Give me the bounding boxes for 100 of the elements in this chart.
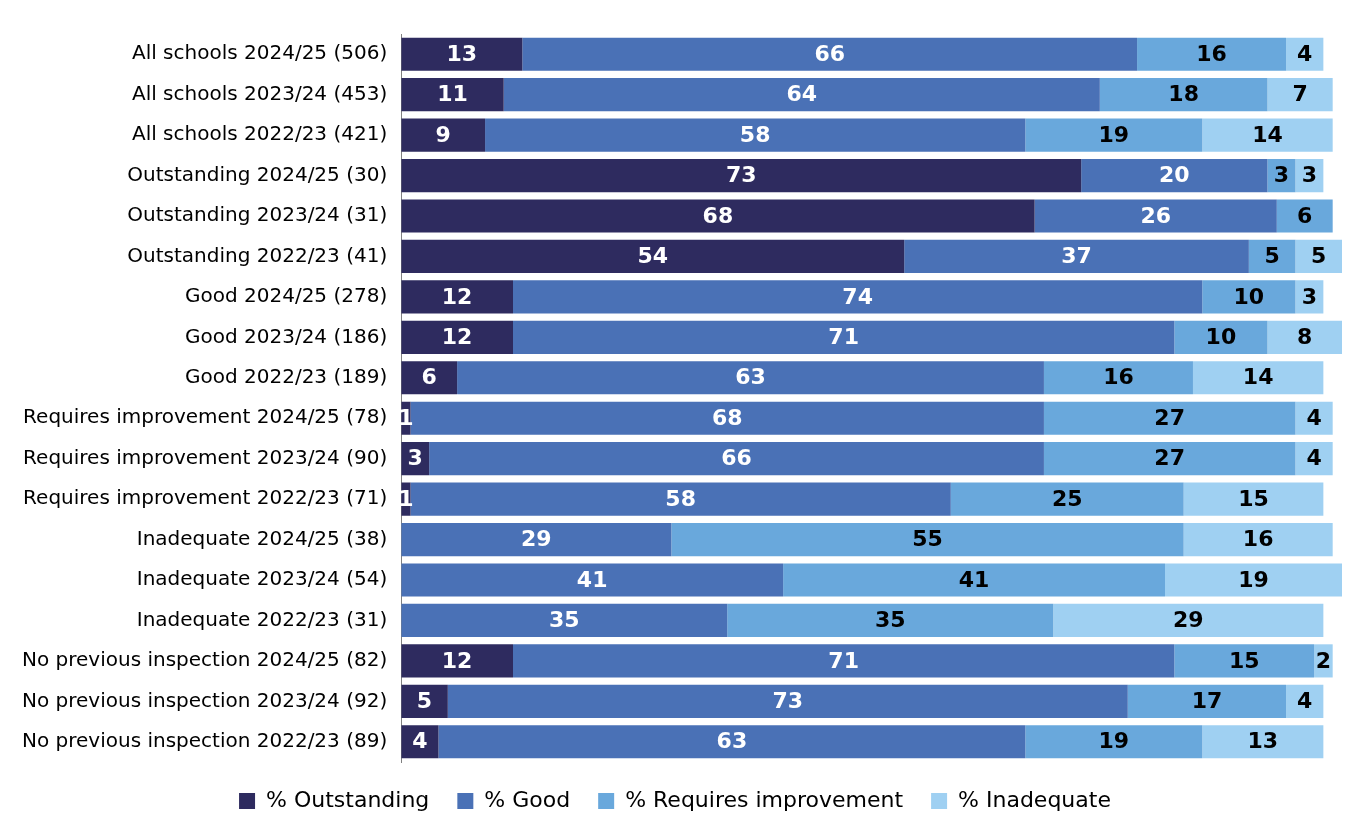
legend-label: % Requires improvement — [625, 786, 904, 812]
data-label: 41 — [576, 566, 608, 592]
data-label: 27 — [1154, 445, 1185, 471]
data-label: 35 — [548, 607, 580, 633]
data-label: 5 — [1264, 243, 1280, 269]
data-label: 19 — [1098, 121, 1130, 147]
bar — [401, 158, 1082, 193]
bar — [447, 684, 1128, 718]
bar — [904, 239, 1249, 274]
bar — [410, 482, 951, 516]
bar — [1295, 239, 1342, 274]
data-label: 26 — [1140, 202, 1172, 228]
bar — [1267, 78, 1333, 112]
data-label: 12 — [441, 324, 473, 350]
bar — [1295, 442, 1333, 476]
data-label: 29 — [520, 526, 552, 552]
bar — [1202, 280, 1296, 314]
data-label: 13 — [1247, 728, 1279, 754]
y-tick-label: Good 2022/23 (189) — [184, 363, 388, 388]
bar — [401, 37, 523, 71]
data-label: 10 — [1233, 283, 1265, 309]
bar — [1192, 361, 1324, 395]
bar — [1053, 603, 1324, 638]
bar — [1025, 118, 1203, 152]
bar — [671, 522, 1184, 557]
bar — [1025, 725, 1203, 759]
bar — [1174, 644, 1315, 678]
y-tick-label: No previous inspection 2022/23 (89) — [22, 727, 388, 752]
bar — [783, 563, 1166, 597]
bar — [727, 603, 1054, 638]
bar — [522, 37, 1138, 71]
bar — [1127, 684, 1287, 718]
data-label: 41 — [958, 566, 990, 592]
data-label: 18 — [1168, 81, 1199, 107]
data-label: 4 — [1306, 404, 1322, 430]
data-label: 6 — [421, 364, 437, 390]
data-label: 7 — [1292, 81, 1308, 107]
data-label: 1 — [398, 485, 414, 511]
y-tick-label: Inadequate 2022/23 (31) — [136, 606, 388, 631]
bar — [1174, 320, 1268, 354]
bar — [410, 401, 1044, 435]
data-label: 55 — [912, 526, 943, 552]
bar — [1183, 522, 1333, 557]
data-label: 10 — [1205, 324, 1237, 350]
y-tick-label: Inadequate 2023/24 (54) — [136, 566, 388, 591]
bar — [438, 725, 1026, 759]
y-tick-label: Good 2024/25 (278) — [184, 283, 388, 308]
bar — [401, 280, 514, 314]
data-label: 35 — [874, 607, 906, 633]
data-label: 11 — [437, 81, 468, 107]
bar — [1043, 401, 1296, 435]
data-label: 54 — [637, 243, 669, 269]
data-label: 6 — [1297, 202, 1313, 228]
data-label: 3 — [1301, 283, 1318, 309]
bar — [1183, 482, 1324, 516]
data-label: 3 — [1273, 162, 1290, 188]
data-label: 27 — [1154, 404, 1185, 430]
data-label: 1 — [398, 404, 414, 430]
data-label: 5 — [416, 688, 433, 714]
data-label: 2 — [1315, 647, 1332, 673]
data-label: 12 — [441, 647, 473, 673]
y-tick-label: No previous inspection 2023/24 (92) — [22, 687, 388, 712]
bar — [401, 320, 514, 354]
bar — [1081, 158, 1268, 193]
data-label: 71 — [828, 647, 859, 673]
data-label: 16 — [1196, 40, 1227, 66]
bar — [401, 199, 1035, 233]
bar — [429, 442, 1044, 476]
bar — [1099, 78, 1268, 112]
bar — [485, 118, 1026, 152]
y-tick-label: All schools 2022/23 (421) — [131, 121, 388, 146]
bar — [1202, 118, 1333, 152]
data-label: 4 — [1297, 688, 1313, 714]
bar — [401, 118, 486, 152]
data-label: 68 — [702, 202, 734, 228]
data-label: 74 — [842, 283, 873, 309]
data-label: 68 — [711, 404, 743, 430]
bar — [401, 239, 905, 274]
data-label: 12 — [441, 283, 473, 309]
bar — [513, 320, 1175, 354]
bar — [401, 78, 504, 112]
y-tick-label: All schools 2024/25 (506) — [131, 40, 388, 65]
data-label: 71 — [828, 324, 859, 350]
data-label: 66 — [721, 445, 752, 471]
bar — [401, 603, 728, 638]
data-label: 14 — [1242, 364, 1274, 390]
data-label: 4 — [1306, 445, 1322, 471]
data-label: 15 — [1238, 485, 1269, 511]
data-label: 17 — [1191, 688, 1223, 714]
y-tick-label: All schools 2023/24 (453) — [131, 80, 388, 105]
bar — [1137, 37, 1287, 71]
y-tick-label: Requires improvement 2023/24 (90) — [23, 444, 388, 469]
bar — [1043, 442, 1296, 476]
y-tick-label: Requires improvement 2022/23 (71) — [23, 485, 388, 510]
data-label: 3 — [407, 445, 423, 471]
bar — [1034, 199, 1277, 233]
y-tick-label: Requires improvement 2024/25 (78) — [23, 404, 388, 429]
data-label: 19 — [1238, 566, 1269, 592]
y-tick-label: Outstanding 2023/24 (31) — [127, 202, 388, 227]
data-label: 8 — [1297, 324, 1313, 350]
